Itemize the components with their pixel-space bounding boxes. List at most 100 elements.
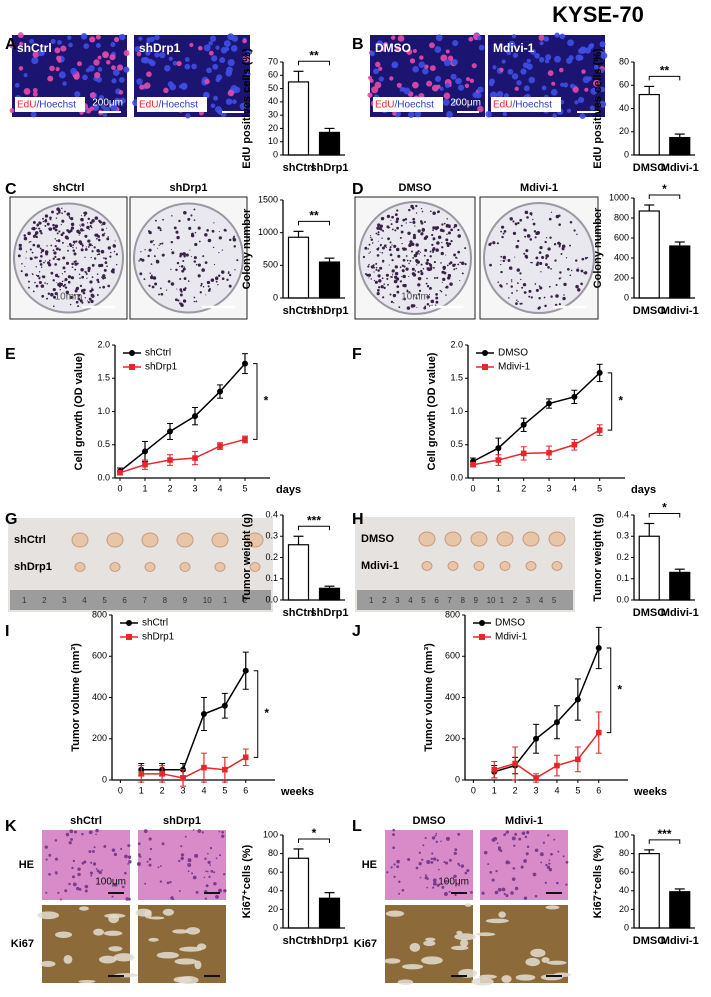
colony: [67, 275, 71, 279]
cell-nucleus: [516, 80, 522, 86]
cell-nucleus: [412, 81, 419, 89]
y-tick-label: 40: [619, 885, 629, 895]
cell-nucleus: [559, 33, 566, 40]
cell-nucleus: [465, 77, 471, 82]
cell-nucleus: [223, 40, 231, 48]
nucleus: [556, 881, 559, 885]
y-tick-label: 60: [268, 70, 278, 80]
significance-bracket: [648, 839, 681, 844]
stain-legend-box: [15, 97, 85, 112]
colony: [412, 235, 417, 240]
colony: [408, 262, 410, 265]
colony: [46, 245, 48, 247]
cell-nucleus: [395, 45, 401, 52]
colony: [394, 229, 397, 232]
stroma: [178, 976, 199, 985]
cell-nucleus: [172, 60, 178, 66]
colony: [502, 232, 505, 235]
colony: [524, 210, 529, 215]
colony: [20, 270, 23, 273]
cell-nucleus: [389, 76, 394, 81]
y-axis-label: Ki67⁺cells (%): [592, 844, 604, 918]
cell-nucleus: [82, 74, 88, 81]
cell-nucleus: [444, 82, 451, 89]
y-tick-label: 20: [268, 904, 278, 914]
colony: [61, 219, 65, 223]
colony: [412, 257, 415, 259]
colony: [74, 268, 77, 271]
colony: [387, 227, 390, 229]
nucleus: [101, 869, 103, 871]
colony: [395, 217, 400, 221]
colony: [64, 286, 68, 289]
legend-label: DMSO: [498, 348, 528, 359]
colony: [218, 230, 220, 233]
nucleus: [432, 886, 435, 889]
stroma: [172, 929, 189, 934]
colony: [54, 228, 58, 232]
cell-nucleus: [403, 87, 411, 95]
data-point: [533, 775, 539, 781]
colony: [402, 218, 406, 222]
colony: [412, 217, 416, 221]
legend-label: shCtrl: [145, 348, 171, 359]
cell-nucleus: [412, 49, 417, 54]
colony: [101, 224, 103, 226]
colony: [441, 281, 443, 283]
colony: [377, 269, 380, 272]
nucleus: [415, 866, 419, 870]
image-title: shCtrl: [53, 182, 85, 194]
colony: [175, 230, 179, 234]
cell-nucleus: [76, 61, 83, 67]
cell-nucleus: [429, 65, 436, 72]
nucleus: [525, 852, 529, 856]
nucleus: [206, 870, 209, 873]
cell-nucleus: [97, 55, 102, 60]
cell-nucleus: [57, 40, 62, 45]
cell-nucleus: [471, 63, 477, 69]
colony: [148, 230, 152, 235]
y-tick-label: 1.5: [97, 373, 110, 383]
cell-nucleus: [67, 35, 72, 40]
stroma: [454, 933, 477, 941]
y-tick-label: 40: [619, 103, 629, 113]
cell-nucleus: [492, 65, 497, 70]
tumor: [249, 562, 261, 572]
colony: [379, 266, 383, 270]
colony: [71, 262, 74, 266]
ki67-image: [480, 905, 568, 983]
colony: [385, 246, 387, 249]
colony: [55, 239, 58, 242]
stroma: [515, 974, 536, 981]
nucleus: [160, 865, 162, 867]
nucleus: [550, 852, 553, 856]
bar: [669, 891, 691, 929]
colony: [430, 266, 433, 269]
x-tick-label: Mdivi-1: [661, 607, 699, 619]
tumor: [74, 562, 86, 572]
nucleus: [48, 873, 51, 876]
y-tick-label: 0: [102, 774, 107, 784]
colony: [44, 282, 46, 284]
colony: [402, 283, 406, 288]
colony: [155, 259, 159, 263]
colony: [538, 306, 541, 309]
stain-label: EdU: [17, 100, 36, 111]
colony: [532, 222, 536, 226]
cell-nucleus: [552, 113, 557, 118]
colony: [88, 228, 90, 231]
colony: [431, 233, 434, 237]
colony: [446, 218, 448, 220]
cell-nucleus: [567, 39, 574, 47]
nucleus: [506, 830, 510, 834]
colony: [379, 243, 382, 247]
colony: [405, 222, 407, 224]
stain-label: /Hoechst: [512, 100, 552, 111]
colony: [62, 266, 66, 270]
colony: [217, 274, 221, 277]
cell-nucleus: [439, 86, 444, 91]
scale-label: 100μm: [95, 877, 126, 888]
nucleus: [72, 882, 77, 887]
nucleus: [77, 867, 81, 871]
